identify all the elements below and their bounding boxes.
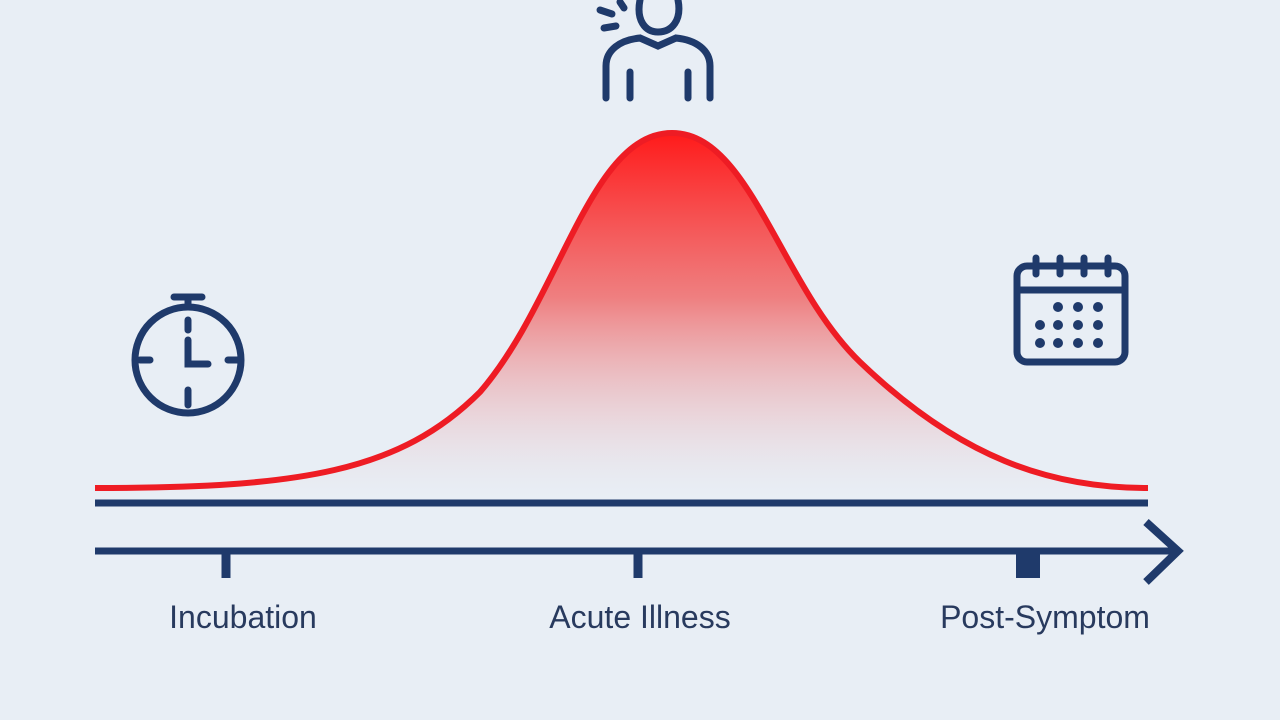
stage-label: Post-Symptom	[940, 599, 1150, 635]
stage-label: Acute Illness	[549, 599, 730, 635]
curve-fill	[95, 133, 1148, 498]
axis-arrowhead	[1143, 519, 1184, 585]
person-icon	[596, 0, 714, 102]
stopwatch-icon	[131, 293, 245, 417]
tick	[1016, 551, 1040, 578]
calendar-icon	[1013, 254, 1129, 366]
curve	[94, 129, 1149, 491]
stage-label: Incubation	[169, 599, 317, 635]
